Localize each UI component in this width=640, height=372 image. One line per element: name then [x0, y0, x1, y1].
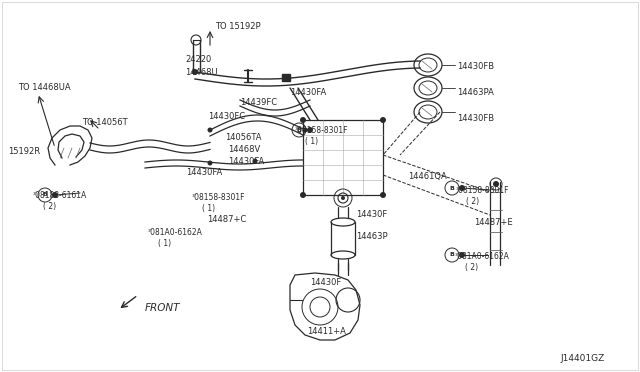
Circle shape — [307, 127, 313, 133]
Circle shape — [300, 192, 306, 198]
Circle shape — [303, 128, 307, 132]
Circle shape — [207, 160, 212, 166]
Text: ( 2): ( 2) — [43, 202, 56, 211]
Text: 14461QA: 14461QA — [408, 172, 447, 181]
Text: 14430FC: 14430FC — [208, 112, 245, 121]
Text: 14463PA: 14463PA — [457, 88, 494, 97]
Text: ( 1): ( 1) — [305, 137, 318, 146]
Text: TO 15192P: TO 15192P — [215, 22, 260, 31]
Text: FRONT: FRONT — [145, 303, 180, 313]
Text: 14056TA: 14056TA — [225, 133, 262, 142]
Circle shape — [493, 181, 499, 187]
Text: B: B — [296, 128, 301, 132]
Text: 24220: 24220 — [185, 55, 211, 64]
Bar — [303, 120, 383, 195]
Text: ³081A0-6162A: ³081A0-6162A — [148, 228, 203, 237]
Text: ³08158-8301F: ³08158-8301F — [456, 186, 509, 195]
Text: ³08188-6161A: ³08188-6161A — [33, 191, 87, 200]
Text: B: B — [449, 253, 454, 257]
Circle shape — [52, 192, 58, 198]
Text: ( 1): ( 1) — [202, 204, 215, 213]
Text: 14430FB: 14430FB — [457, 114, 494, 123]
Circle shape — [300, 117, 306, 123]
Text: 14487+C: 14487+C — [207, 215, 246, 224]
Circle shape — [341, 196, 345, 200]
Bar — [282, 74, 290, 81]
Text: B: B — [449, 186, 454, 190]
Text: 14430FA: 14430FA — [186, 168, 222, 177]
Text: TO 14468UA: TO 14468UA — [18, 83, 70, 92]
Text: 14463P: 14463P — [356, 232, 388, 241]
Text: 14487+E: 14487+E — [474, 218, 513, 227]
Text: 15192R: 15192R — [8, 147, 40, 156]
Text: 14430F: 14430F — [310, 278, 341, 287]
Text: ( 2): ( 2) — [466, 197, 479, 206]
Circle shape — [192, 69, 198, 75]
Text: 14468U: 14468U — [185, 68, 218, 77]
Text: 14439FC: 14439FC — [240, 98, 277, 107]
Text: ( 1): ( 1) — [158, 239, 171, 248]
Text: ³08158-8301F: ³08158-8301F — [295, 126, 349, 135]
Text: J14401GZ: J14401GZ — [560, 354, 604, 363]
Circle shape — [459, 185, 465, 191]
Circle shape — [253, 158, 257, 164]
Circle shape — [380, 192, 386, 198]
Text: 14430FB: 14430FB — [457, 62, 494, 71]
Text: ³081A0-6162A: ³081A0-6162A — [455, 252, 510, 261]
Circle shape — [207, 128, 212, 132]
Text: ³08158-8301F: ³08158-8301F — [192, 193, 246, 202]
Circle shape — [459, 252, 465, 258]
Circle shape — [380, 117, 386, 123]
Text: B: B — [43, 192, 47, 198]
Text: 14468V: 14468V — [228, 145, 260, 154]
Text: TO 14056T: TO 14056T — [82, 118, 127, 127]
Text: 14411+A: 14411+A — [307, 327, 346, 336]
Text: 14430FA: 14430FA — [290, 88, 326, 97]
Text: 14430FA: 14430FA — [228, 157, 264, 166]
Text: ( 2): ( 2) — [465, 263, 478, 272]
Text: 14430F: 14430F — [356, 210, 387, 219]
